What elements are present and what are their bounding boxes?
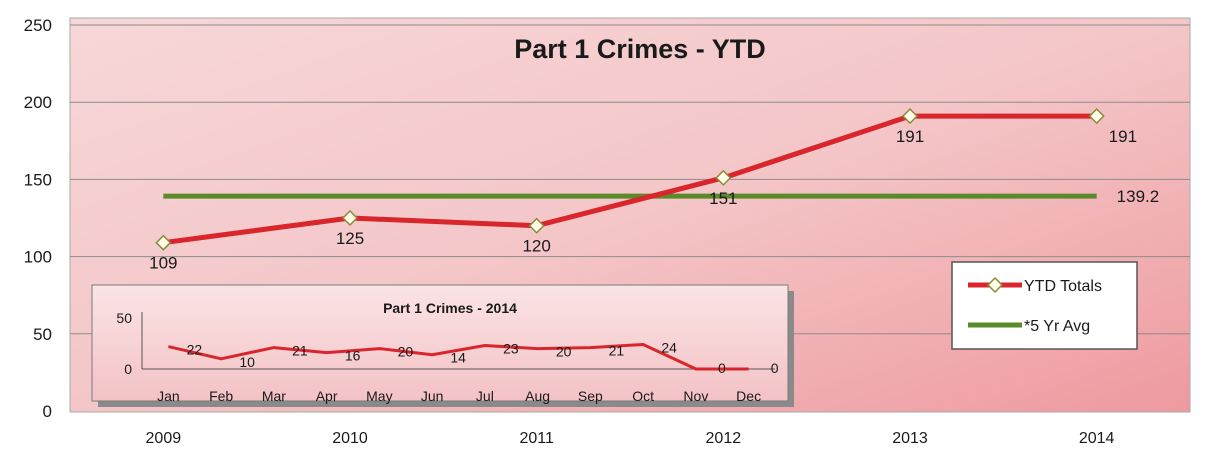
data-point <box>1088 108 1105 125</box>
data-point <box>901 108 919 125</box>
x-tick-label: 2013 <box>892 430 928 447</box>
inset-x-tick-label: May <box>366 388 392 404</box>
y-tick-label: 50 <box>33 325 52 344</box>
data-label: 109 <box>149 254 177 273</box>
data-label: 125 <box>336 229 364 248</box>
inset-data-label: 14 <box>450 350 466 366</box>
inset-data-label: 20 <box>556 344 572 360</box>
chart-title: Part 1 Crimes - YTD <box>514 34 766 64</box>
data-label: 120 <box>522 237 550 256</box>
y-tick-label: 100 <box>24 248 52 267</box>
inset-x-tick-label: Sep <box>578 388 603 404</box>
x-tick-label: 2010 <box>332 430 368 447</box>
inset-x-tick-label: Jun <box>421 388 444 404</box>
inset-x-tick-label: Dec <box>736 388 761 404</box>
x-tick-label: 2012 <box>706 430 742 447</box>
inset-chart-title: Part 1 Crimes - 2014 <box>383 300 517 316</box>
x-tick-label: 2011 <box>519 430 554 447</box>
data-label: 139.2 <box>1117 187 1160 206</box>
legend-marker-ytd-totals <box>986 276 1004 294</box>
data-point <box>155 234 172 251</box>
inset-data-label: 10 <box>239 354 255 370</box>
inset-x-tick-label: Oct <box>632 388 654 404</box>
legend-box <box>951 261 1138 350</box>
data-point <box>528 217 545 234</box>
inset-data-label: 21 <box>609 343 625 359</box>
inset-data-label: 23 <box>503 341 519 357</box>
data-point <box>341 209 359 227</box>
series-line-ytd-totals <box>163 113 1097 246</box>
inset-y-tick-label: 0 <box>124 361 132 377</box>
data-label: 191 <box>1109 127 1137 146</box>
inset-data-label: 21 <box>292 343 308 359</box>
inset-data-label: 16 <box>345 348 361 364</box>
y-tick-label: 0 <box>43 402 52 421</box>
inset-data-label: 20 <box>398 344 414 360</box>
data-label: 151 <box>709 189 737 208</box>
inset-data-label: 0 <box>718 360 726 376</box>
inset-x-tick-label: Aug <box>525 388 550 404</box>
inset-data-label: 0 <box>771 360 779 376</box>
y-tick-label: 200 <box>24 93 52 112</box>
y-tick-label: 250 <box>24 16 52 35</box>
legend-label-ytd-totals: YTD Totals <box>1024 278 1102 295</box>
inset-x-tick-label: Jul <box>476 388 494 404</box>
inset-data-label: 22 <box>187 342 203 358</box>
inset-y-tick-label: 50 <box>116 310 132 326</box>
inset-chart-box <box>91 284 789 402</box>
inset-x-tick-label: Jan <box>157 388 180 404</box>
x-tick-label: 2009 <box>146 430 182 447</box>
inset-x-tick-label: Nov <box>683 388 708 404</box>
legend-label-5yr-avg: *5 Yr Avg <box>1024 318 1090 335</box>
x-tick-label: 2014 <box>1079 430 1115 447</box>
inset-x-tick-label: Mar <box>262 388 286 404</box>
inset-x-tick-label: Apr <box>316 388 338 404</box>
data-point <box>715 169 732 186</box>
inset-x-tick-label: Feb <box>209 388 233 404</box>
inset-series-line <box>168 343 749 371</box>
y-tick-label: 150 <box>24 170 52 189</box>
data-label: 191 <box>896 127 924 146</box>
inset-data-label: 24 <box>661 340 677 356</box>
